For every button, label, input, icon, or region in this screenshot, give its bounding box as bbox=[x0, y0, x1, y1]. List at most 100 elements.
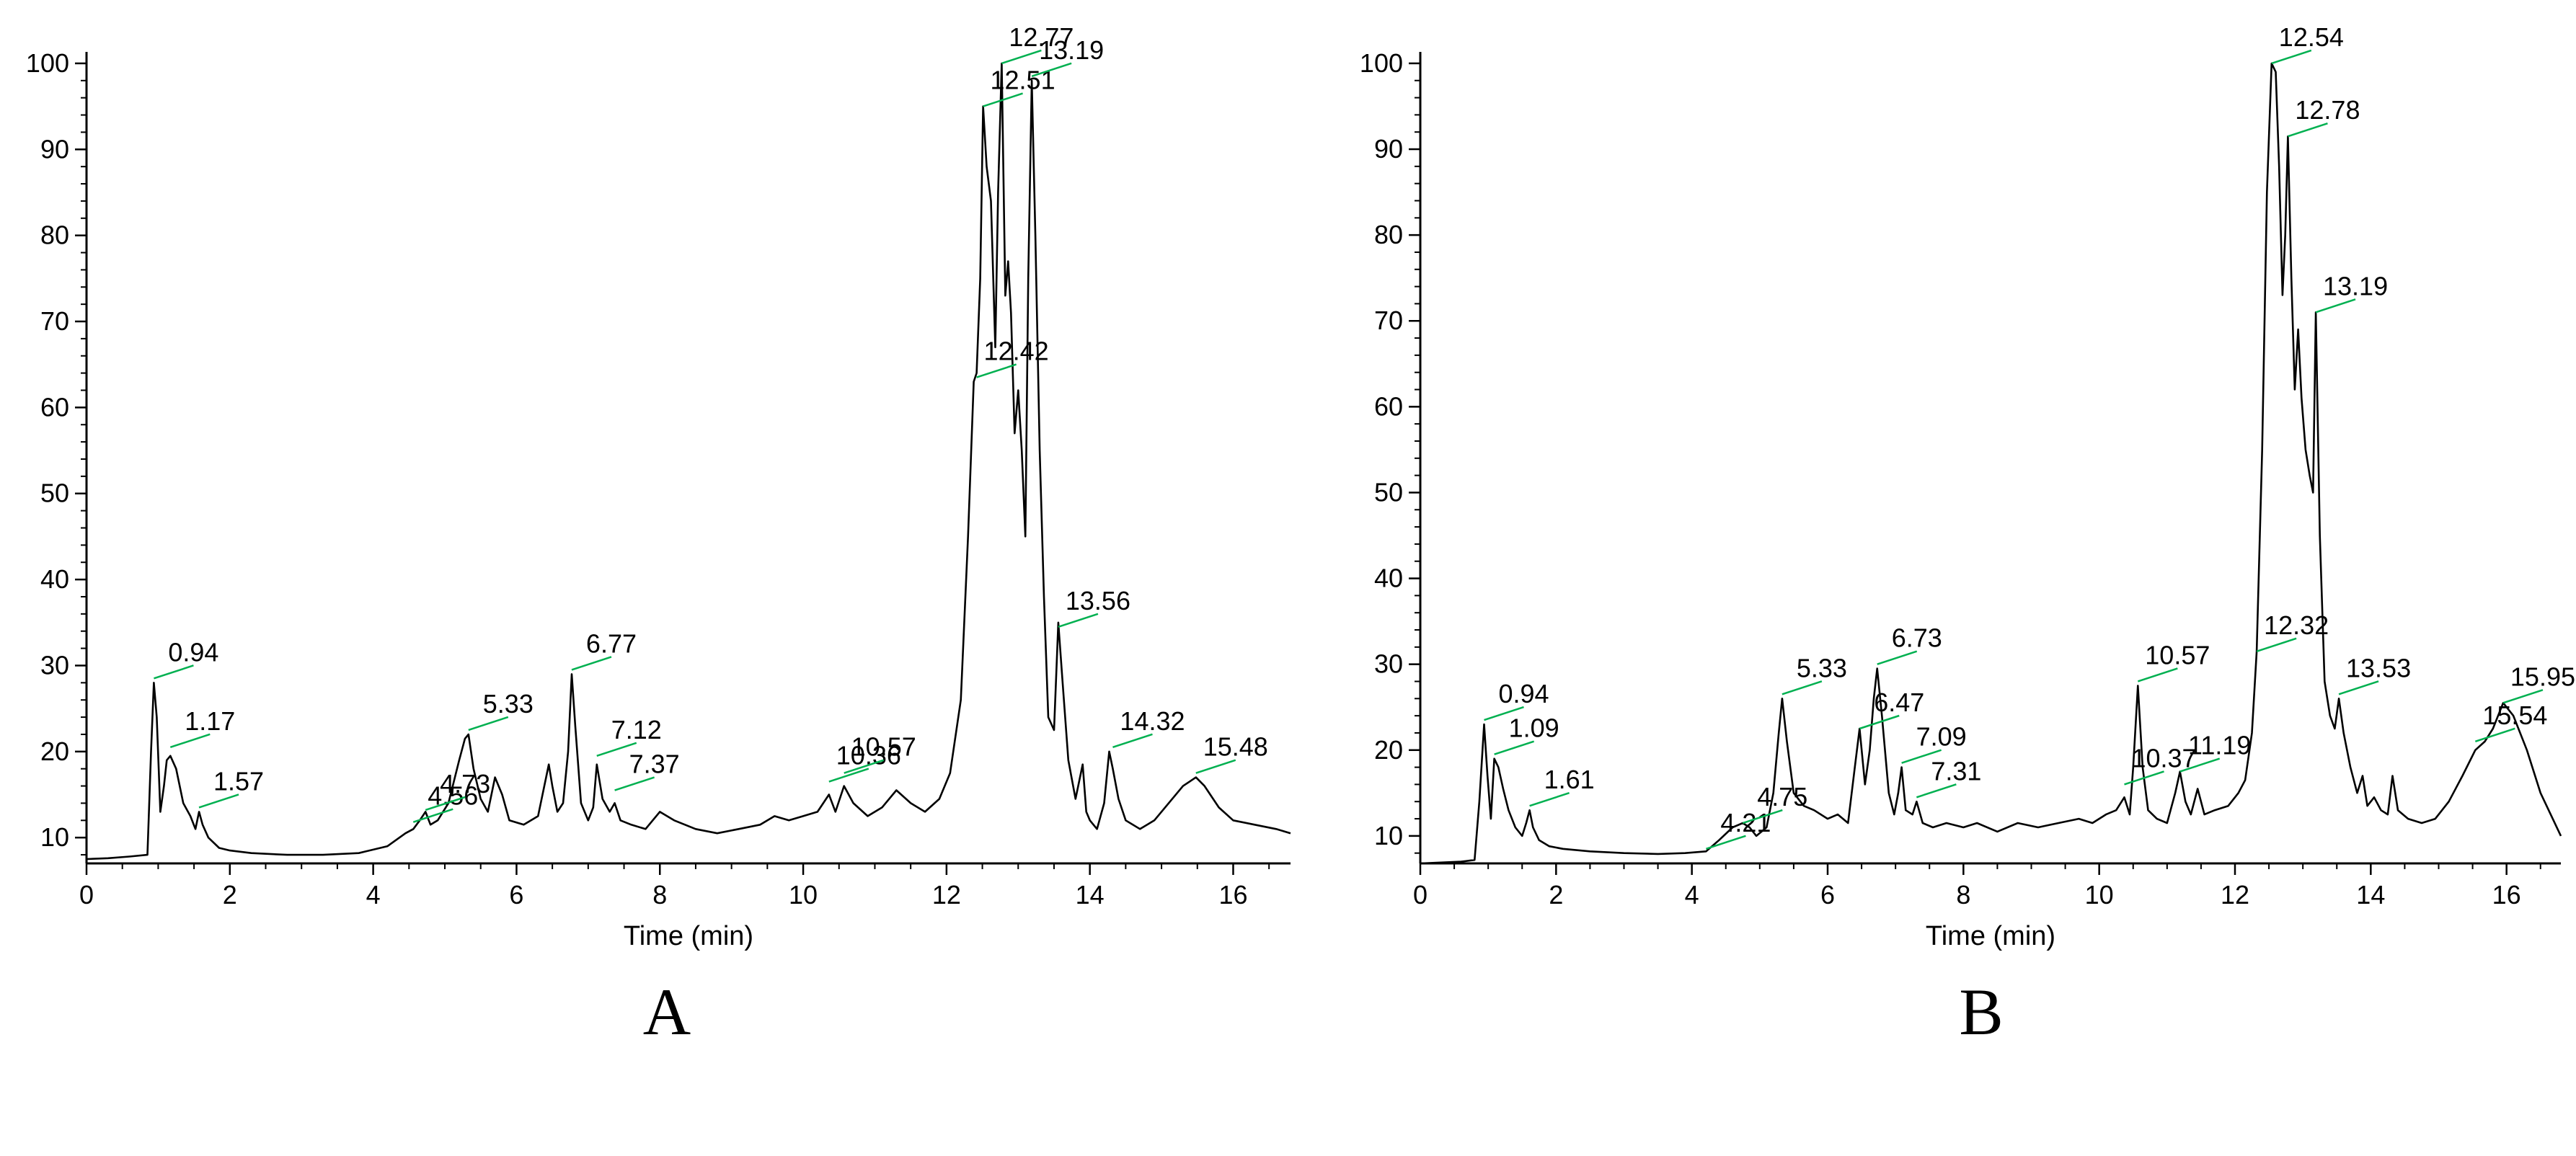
x-tick-label: 16 bbox=[1218, 880, 1247, 910]
peak-label-leader bbox=[412, 808, 453, 823]
y-tick-label: 50 bbox=[40, 479, 69, 508]
peak-label: 7.09 bbox=[1916, 722, 1967, 752]
x-tick-label: 10 bbox=[789, 880, 818, 910]
peak-label: 12.78 bbox=[2295, 95, 2360, 125]
x-tick-label: 2 bbox=[223, 880, 237, 910]
y-tick-label: 40 bbox=[40, 564, 69, 594]
y-tick-label: 60 bbox=[40, 392, 69, 422]
peak-label: 12.77 bbox=[1009, 22, 1074, 52]
x-tick-label: 6 bbox=[509, 880, 523, 910]
y-tick-label: 30 bbox=[1374, 649, 1403, 679]
peak-label: 1.09 bbox=[1509, 713, 1559, 743]
chromatogram-trace bbox=[86, 62, 1291, 861]
peak-label: 1.61 bbox=[1544, 765, 1595, 794]
y-tick-label: 50 bbox=[1374, 477, 1403, 507]
peak-label: 10.57 bbox=[2145, 640, 2210, 670]
y-tick-label: 60 bbox=[1374, 391, 1403, 421]
peak-label-leader bbox=[1195, 759, 1236, 774]
peak-label: 12.42 bbox=[984, 337, 1049, 366]
peak-label: 13.56 bbox=[1066, 586, 1130, 615]
peak-label: 11.19 bbox=[2188, 731, 2251, 760]
peak-label: 12.51 bbox=[991, 66, 1055, 95]
peak-label-leader bbox=[596, 742, 637, 757]
chromatogram-panel-b: 10 20 30 40 50 60 70 80 90 100 0 2 4 6 8 10 12 14 16 Time (… bbox=[1360, 22, 2575, 951]
peak-label: 12.54 bbox=[2279, 22, 2344, 52]
peak-label: 6.77 bbox=[586, 628, 637, 658]
x-tick-label: 12 bbox=[2221, 880, 2249, 910]
peak-label-leader bbox=[1877, 650, 1918, 665]
peak-label-leader bbox=[614, 776, 655, 791]
y-tick-label: 20 bbox=[1374, 735, 1403, 765]
peak-label-leader bbox=[2137, 667, 2178, 683]
peak-label: 13.53 bbox=[2346, 653, 2411, 683]
peak-label-leader bbox=[2502, 689, 2544, 704]
x-tick-label: 6 bbox=[1820, 880, 1835, 910]
peak-label: 15.95 bbox=[2510, 662, 2575, 691]
peak-label: 13.19 bbox=[2323, 271, 2388, 301]
x-tick-label: 8 bbox=[652, 880, 667, 910]
peak-label: 6.47 bbox=[1874, 688, 1924, 717]
peak-label-leader bbox=[1031, 62, 1072, 78]
x-tick-label: 2 bbox=[1549, 880, 1563, 910]
y-tick-label: 70 bbox=[1374, 306, 1403, 335]
y-tick-label: 90 bbox=[40, 134, 69, 164]
y-tick-label: 80 bbox=[40, 221, 69, 250]
y-tick-label: 100 bbox=[26, 48, 69, 78]
x-tick-label: 10 bbox=[2085, 880, 2114, 910]
peak-label: 5.33 bbox=[1797, 653, 1847, 683]
peak-label: 0.94 bbox=[1498, 679, 1549, 708]
peak-label: 1.57 bbox=[213, 766, 264, 796]
x-tick-label: 4 bbox=[1685, 880, 1699, 910]
peak-label: 4.75 bbox=[1757, 782, 1807, 812]
peak-label-leader bbox=[2474, 727, 2515, 743]
x-tick-label: 12 bbox=[932, 880, 961, 910]
peak-label: 7.12 bbox=[611, 715, 662, 744]
peak-label: 10.37 bbox=[2131, 743, 2196, 773]
y-tick-label: 70 bbox=[40, 306, 69, 336]
peak-label-leader bbox=[154, 664, 194, 680]
x-tick-label: 8 bbox=[1956, 880, 1970, 910]
y-tick-label: 80 bbox=[1374, 220, 1403, 249]
peak-label: 7.31 bbox=[1931, 756, 1981, 786]
y-tick-label: 90 bbox=[1374, 134, 1403, 164]
peak-label-leader bbox=[1001, 49, 1042, 65]
x-tick-label: 0 bbox=[79, 880, 94, 910]
peak-label-leader bbox=[844, 759, 885, 774]
peak-label-leader bbox=[1916, 783, 1957, 799]
peak-label-leader bbox=[2256, 637, 2297, 652]
peak-label-leader bbox=[2124, 770, 2164, 786]
peak-label-leader bbox=[468, 716, 509, 732]
peak-label-leader bbox=[169, 733, 211, 749]
peak-label: 12.32 bbox=[2264, 610, 2329, 640]
peak-label-leader bbox=[2179, 757, 2221, 773]
peak-label-leader bbox=[1112, 733, 1153, 749]
x-tick-label: 16 bbox=[2492, 880, 2521, 910]
peak-label: 7.37 bbox=[629, 750, 680, 779]
x-axis-title: Time (min) bbox=[624, 921, 753, 951]
peak-label: 14.32 bbox=[1120, 706, 1185, 736]
chromatogram-trace bbox=[1420, 62, 2562, 865]
peak-label-leader bbox=[976, 363, 1017, 378]
peak-label-leader bbox=[2271, 49, 2312, 65]
peak-label-leader bbox=[1781, 680, 1823, 695]
y-tick-label: 40 bbox=[1374, 564, 1403, 593]
panel-a-letter: A bbox=[643, 975, 691, 1049]
y-tick-label: 100 bbox=[1360, 48, 1403, 78]
chromatogram-panel-a: 10 20 30 40 50 60 70 80 90 100 0 2 4 6 8 10 12 14 16 Time (… bbox=[26, 22, 1291, 951]
y-tick-label: 20 bbox=[40, 737, 69, 766]
panel-b-letter: B bbox=[1959, 975, 2003, 1049]
peak-label-leader bbox=[1529, 792, 1570, 807]
peak-label-leader bbox=[828, 768, 869, 783]
peak-label-leader bbox=[1484, 706, 1524, 721]
peak-label: 10.57 bbox=[851, 732, 916, 762]
x-tick-label: 14 bbox=[2356, 880, 2385, 910]
y-tick-label: 10 bbox=[1374, 821, 1403, 850]
peak-label-leader bbox=[2315, 298, 2356, 314]
peak-label-leader bbox=[1901, 749, 1942, 764]
y-tick-label: 30 bbox=[40, 650, 69, 680]
peak-label: 1.17 bbox=[185, 706, 235, 736]
peak-label-leader bbox=[983, 92, 1023, 107]
peak-label-leader bbox=[198, 793, 239, 809]
